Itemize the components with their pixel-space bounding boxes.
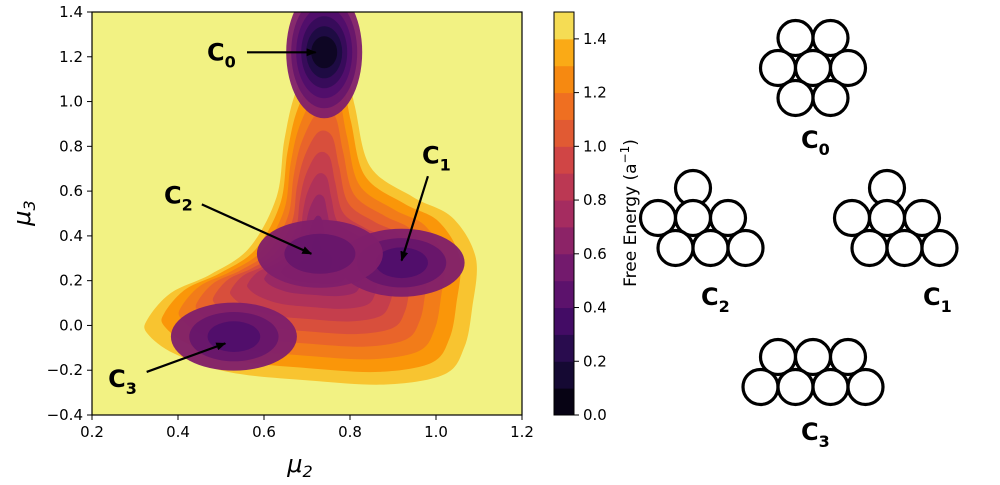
y-tick-label: 1.0 — [59, 93, 83, 111]
colorbar-band — [554, 119, 574, 147]
particle — [828, 48, 868, 88]
basin-level — [375, 247, 428, 279]
plot-frame — [91, 11, 523, 416]
particle — [811, 18, 850, 58]
y-tick-label: 0.2 — [59, 272, 83, 290]
contour-plot: 0.2 0.4 0.6 0.8 1.0 1.2 −0.4−0.20.00.20.40.60… — [8, 3, 534, 481]
colorbar-band — [554, 38, 574, 67]
x-tick-label: 0.4 — [166, 423, 190, 441]
colorbar-tick-label: 0.6 — [583, 245, 607, 263]
configuration-c3: C3 — [741, 337, 885, 451]
configuration-label: C0 — [801, 126, 830, 159]
minimum-label-c2: C2 — [164, 182, 193, 215]
y-axis-label: μ3 — [8, 200, 39, 226]
minimum-label-c0: C0 — [207, 38, 236, 71]
y-tick-label: 0.6 — [59, 182, 83, 200]
colorbar-label: Free Energy (a−1) — [618, 139, 641, 287]
particle — [846, 367, 885, 407]
y-tick-label: −0.4 — [47, 406, 83, 424]
minimum-label-c1: C1 — [422, 141, 451, 174]
colorbar-frame — [553, 11, 575, 416]
x-tick-label: 0.2 — [80, 423, 104, 441]
particle — [726, 228, 765, 268]
particle — [776, 367, 815, 407]
colorbar-ticks: 0.0 0.2 0.4 0.6 0.8 1.0 1.2 1.4 — [574, 30, 607, 424]
particle — [811, 78, 850, 118]
x-tick-label: 1.0 — [424, 423, 448, 441]
annotation-arrow — [201, 203, 313, 255]
colorbar-band — [554, 65, 574, 94]
particle — [741, 367, 780, 407]
particle — [776, 78, 815, 118]
minima-annotations: C0 C1 C2 C3 — [108, 38, 451, 398]
colorbar-band — [554, 388, 574, 416]
particle — [811, 367, 850, 407]
colorbar-band — [554, 146, 574, 174]
particle — [850, 228, 889, 268]
x-tick-label: 0.6 — [252, 423, 276, 441]
colorbar: 0.0 0.2 0.4 0.6 0.8 1.0 1.2 1.4 Free Energy (a−… — [553, 11, 641, 424]
annotation-arrow — [146, 342, 227, 373]
x-axis: 0.2 0.4 0.6 0.8 1.0 1.2 — [80, 415, 534, 441]
colorbar-band — [554, 361, 574, 389]
annotation-arrow — [400, 175, 429, 262]
y-tick-label: 1.4 — [59, 3, 83, 21]
contour-fill — [144, 12, 477, 385]
colorbar-tick-label: 0.0 — [583, 406, 607, 424]
particle — [885, 228, 924, 268]
y-axis: −0.4 −0.2 0.0 0.2 0.4 0.6 0.8 1.0 1.2 1.4 — [47, 3, 92, 424]
particle — [920, 228, 959, 268]
colorbar-band — [554, 200, 574, 228]
colorbar-tick-label: 1.2 — [583, 84, 607, 102]
colorbar-tick-label: 1.4 — [583, 30, 607, 48]
configuration-c0: C0 — [758, 18, 868, 159]
particle — [828, 337, 868, 377]
basin-level — [311, 36, 338, 69]
colorbar-tick-label: 0.8 — [583, 191, 607, 209]
colorbar-band — [554, 12, 574, 40]
configuration-c2: C2 — [638, 168, 765, 316]
particle — [708, 198, 748, 238]
colorbar-band — [554, 92, 574, 120]
x-axis-label: μ2 — [286, 450, 312, 481]
colorbar-tick-label: 0.2 — [583, 352, 607, 370]
colorbar-band — [554, 226, 574, 255]
colorbar-bands — [554, 12, 574, 416]
configuration-label: C3 — [801, 418, 830, 451]
particle — [656, 228, 695, 268]
x-tick-label: 0.8 — [338, 423, 362, 441]
y-tick-label: 0.8 — [59, 137, 83, 155]
particle — [691, 228, 730, 268]
colorbar-tick-label: 0.4 — [583, 299, 607, 317]
y-tick-label: 0.0 — [59, 316, 83, 334]
particle — [902, 198, 942, 238]
configuration-label: C1 — [923, 283, 952, 316]
x-tick-label: 1.2 — [510, 423, 534, 441]
colorbar-band — [554, 334, 574, 362]
colorbar-band — [554, 280, 574, 309]
configuration-c1: C1 — [832, 168, 959, 316]
colorbar-band — [554, 307, 574, 335]
colorbar-band — [554, 173, 574, 201]
colorbar-tick-label: 1.0 — [583, 137, 607, 155]
y-tick-label: 1.2 — [59, 48, 83, 66]
minimum-label-c3: C3 — [108, 365, 137, 398]
configuration-diagrams: C0 C2 C1 C3 — [638, 18, 959, 451]
y-tick-label: 0.4 — [59, 227, 83, 245]
y-tick-label: −0.2 — [47, 361, 83, 379]
configuration-label: C2 — [701, 283, 730, 316]
colorbar-band — [554, 253, 574, 282]
basin-level — [284, 233, 356, 274]
